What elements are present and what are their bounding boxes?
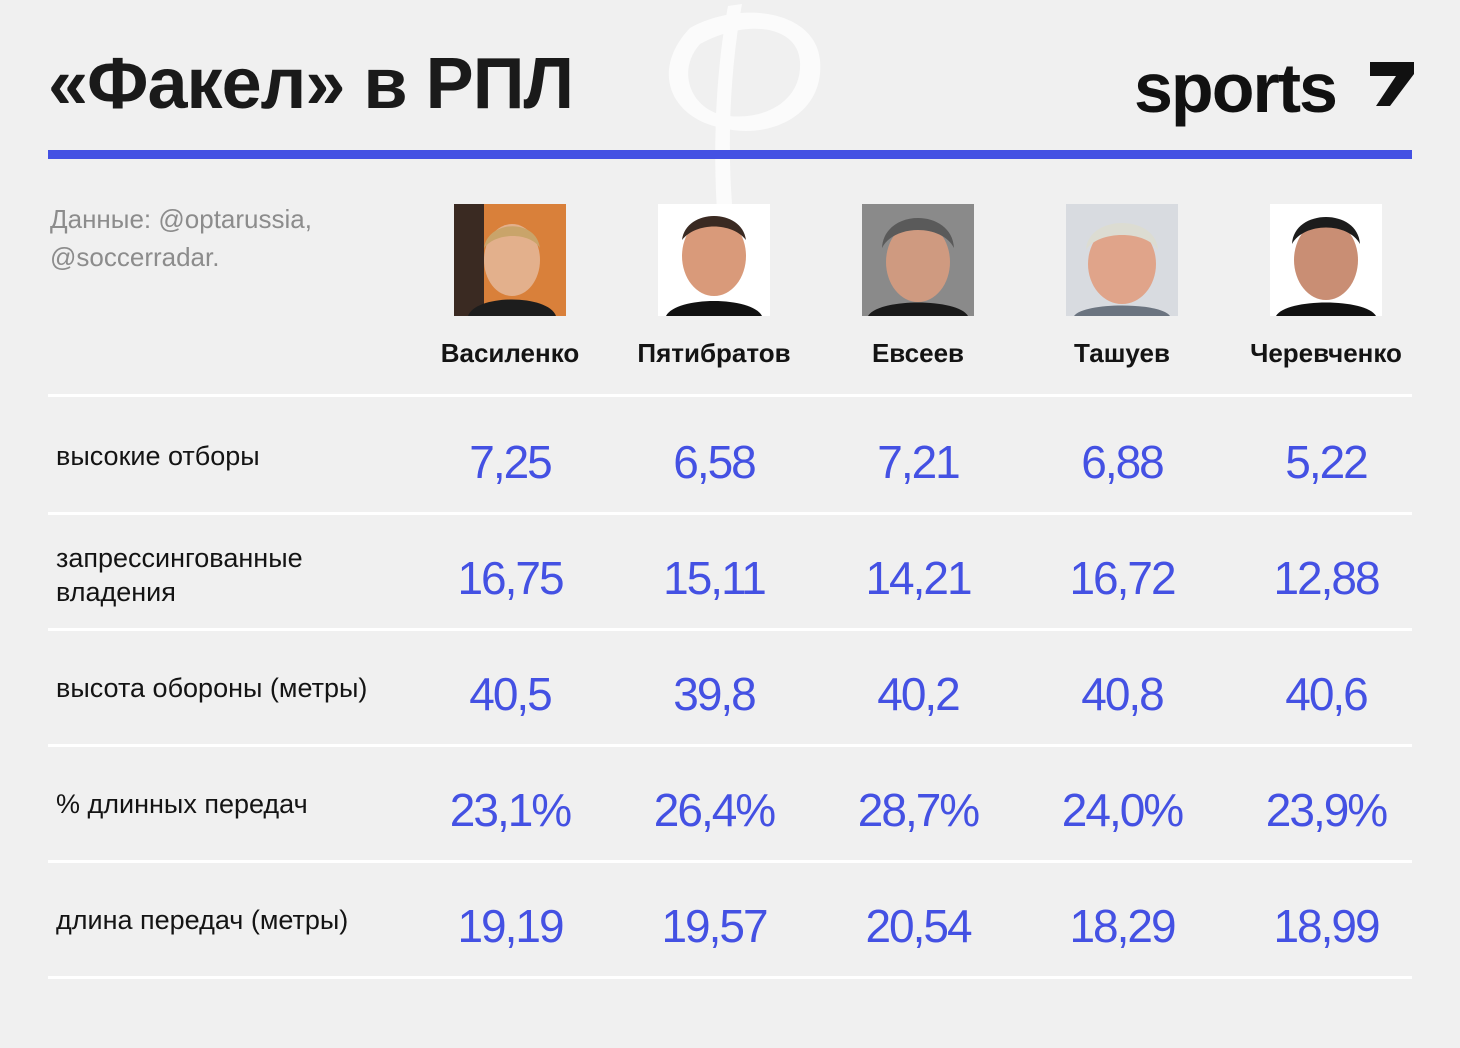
- metric-label: высота обороны (метры): [56, 673, 368, 703]
- row-divider: [48, 628, 1412, 631]
- row-divider: [48, 512, 1412, 515]
- data-cell: 23,1%: [449, 784, 572, 836]
- coach-photo: [658, 204, 770, 316]
- data-cell: 15,11: [663, 552, 767, 604]
- row-divider: [48, 860, 1412, 863]
- coach-column-evseev: Евсеев: [816, 204, 1020, 368]
- coach-name: Пятибратов: [637, 338, 791, 368]
- metric-label: длина передач (метры): [56, 905, 349, 935]
- coach-column-pyatibratov: Пятибратов: [612, 204, 816, 368]
- row-divider: [48, 976, 1412, 979]
- data-cell: 14,21: [865, 552, 972, 604]
- metric-label: запрессингованные владения: [56, 543, 303, 607]
- data-cell: 24,0%: [1061, 784, 1184, 836]
- coach-photo: [1066, 204, 1178, 316]
- coach-name: Черевченко: [1250, 338, 1402, 368]
- brand-logo: sports: [1134, 49, 1338, 127]
- data-cell: 5,22: [1285, 436, 1369, 488]
- data-cell: 18,29: [1069, 900, 1176, 952]
- data-cell: 26,4%: [653, 784, 776, 836]
- data-cell: 40,5: [469, 668, 553, 720]
- coach-column-cherevchenko: Черевченко: [1224, 204, 1428, 368]
- data-cell: 19,57: [661, 900, 768, 952]
- coach-photo: [454, 204, 566, 316]
- data-cell: 28,7%: [857, 784, 980, 836]
- source-line-2: @soccerradar.: [50, 242, 220, 272]
- club-emblem-watermark: [668, 4, 821, 226]
- data-cell: 6,58: [673, 436, 757, 488]
- coach-photo: [1270, 204, 1382, 316]
- data-cell: 40,8: [1081, 668, 1165, 720]
- data-cell: 18,99: [1273, 900, 1380, 952]
- coach-name: Евсеев: [871, 338, 965, 368]
- coach-name: Василенко: [440, 338, 580, 368]
- brand-slash-icon: [1370, 62, 1414, 106]
- source-line-1: Данные: @optarussia,: [50, 204, 312, 234]
- coach-column-tashuev: Ташуев: [1020, 204, 1224, 368]
- source-note: Данные: @optarussia, @soccerradar.: [50, 200, 312, 276]
- data-cell: 40,2: [877, 668, 961, 720]
- row-divider: [48, 394, 1412, 397]
- coach-name: Ташуев: [1074, 338, 1170, 368]
- page-title: «Факел» в РПЛ: [48, 44, 574, 124]
- data-cell: 16,72: [1069, 552, 1176, 604]
- coach-column-vasilenko: Василенко: [408, 204, 612, 368]
- data-cell: 20,54: [865, 900, 972, 952]
- data-cell: 7,21: [877, 436, 961, 488]
- data-cell: 16,75: [457, 552, 564, 604]
- data-cell: 19,19: [457, 900, 564, 952]
- data-cell: 6,88: [1081, 436, 1165, 488]
- data-cell: 23,9%: [1265, 784, 1388, 836]
- data-cell: 40,6: [1285, 668, 1369, 720]
- header-rule: [48, 150, 1412, 159]
- data-cell: 7,25: [469, 436, 553, 488]
- row-divider: [48, 744, 1412, 747]
- metric-label: высокие отборы: [56, 441, 260, 471]
- metric-label: % длинных передач: [56, 789, 308, 819]
- coach-photo: [862, 204, 974, 316]
- data-cell: 39,8: [673, 668, 757, 720]
- data-cell: 12,88: [1273, 552, 1380, 604]
